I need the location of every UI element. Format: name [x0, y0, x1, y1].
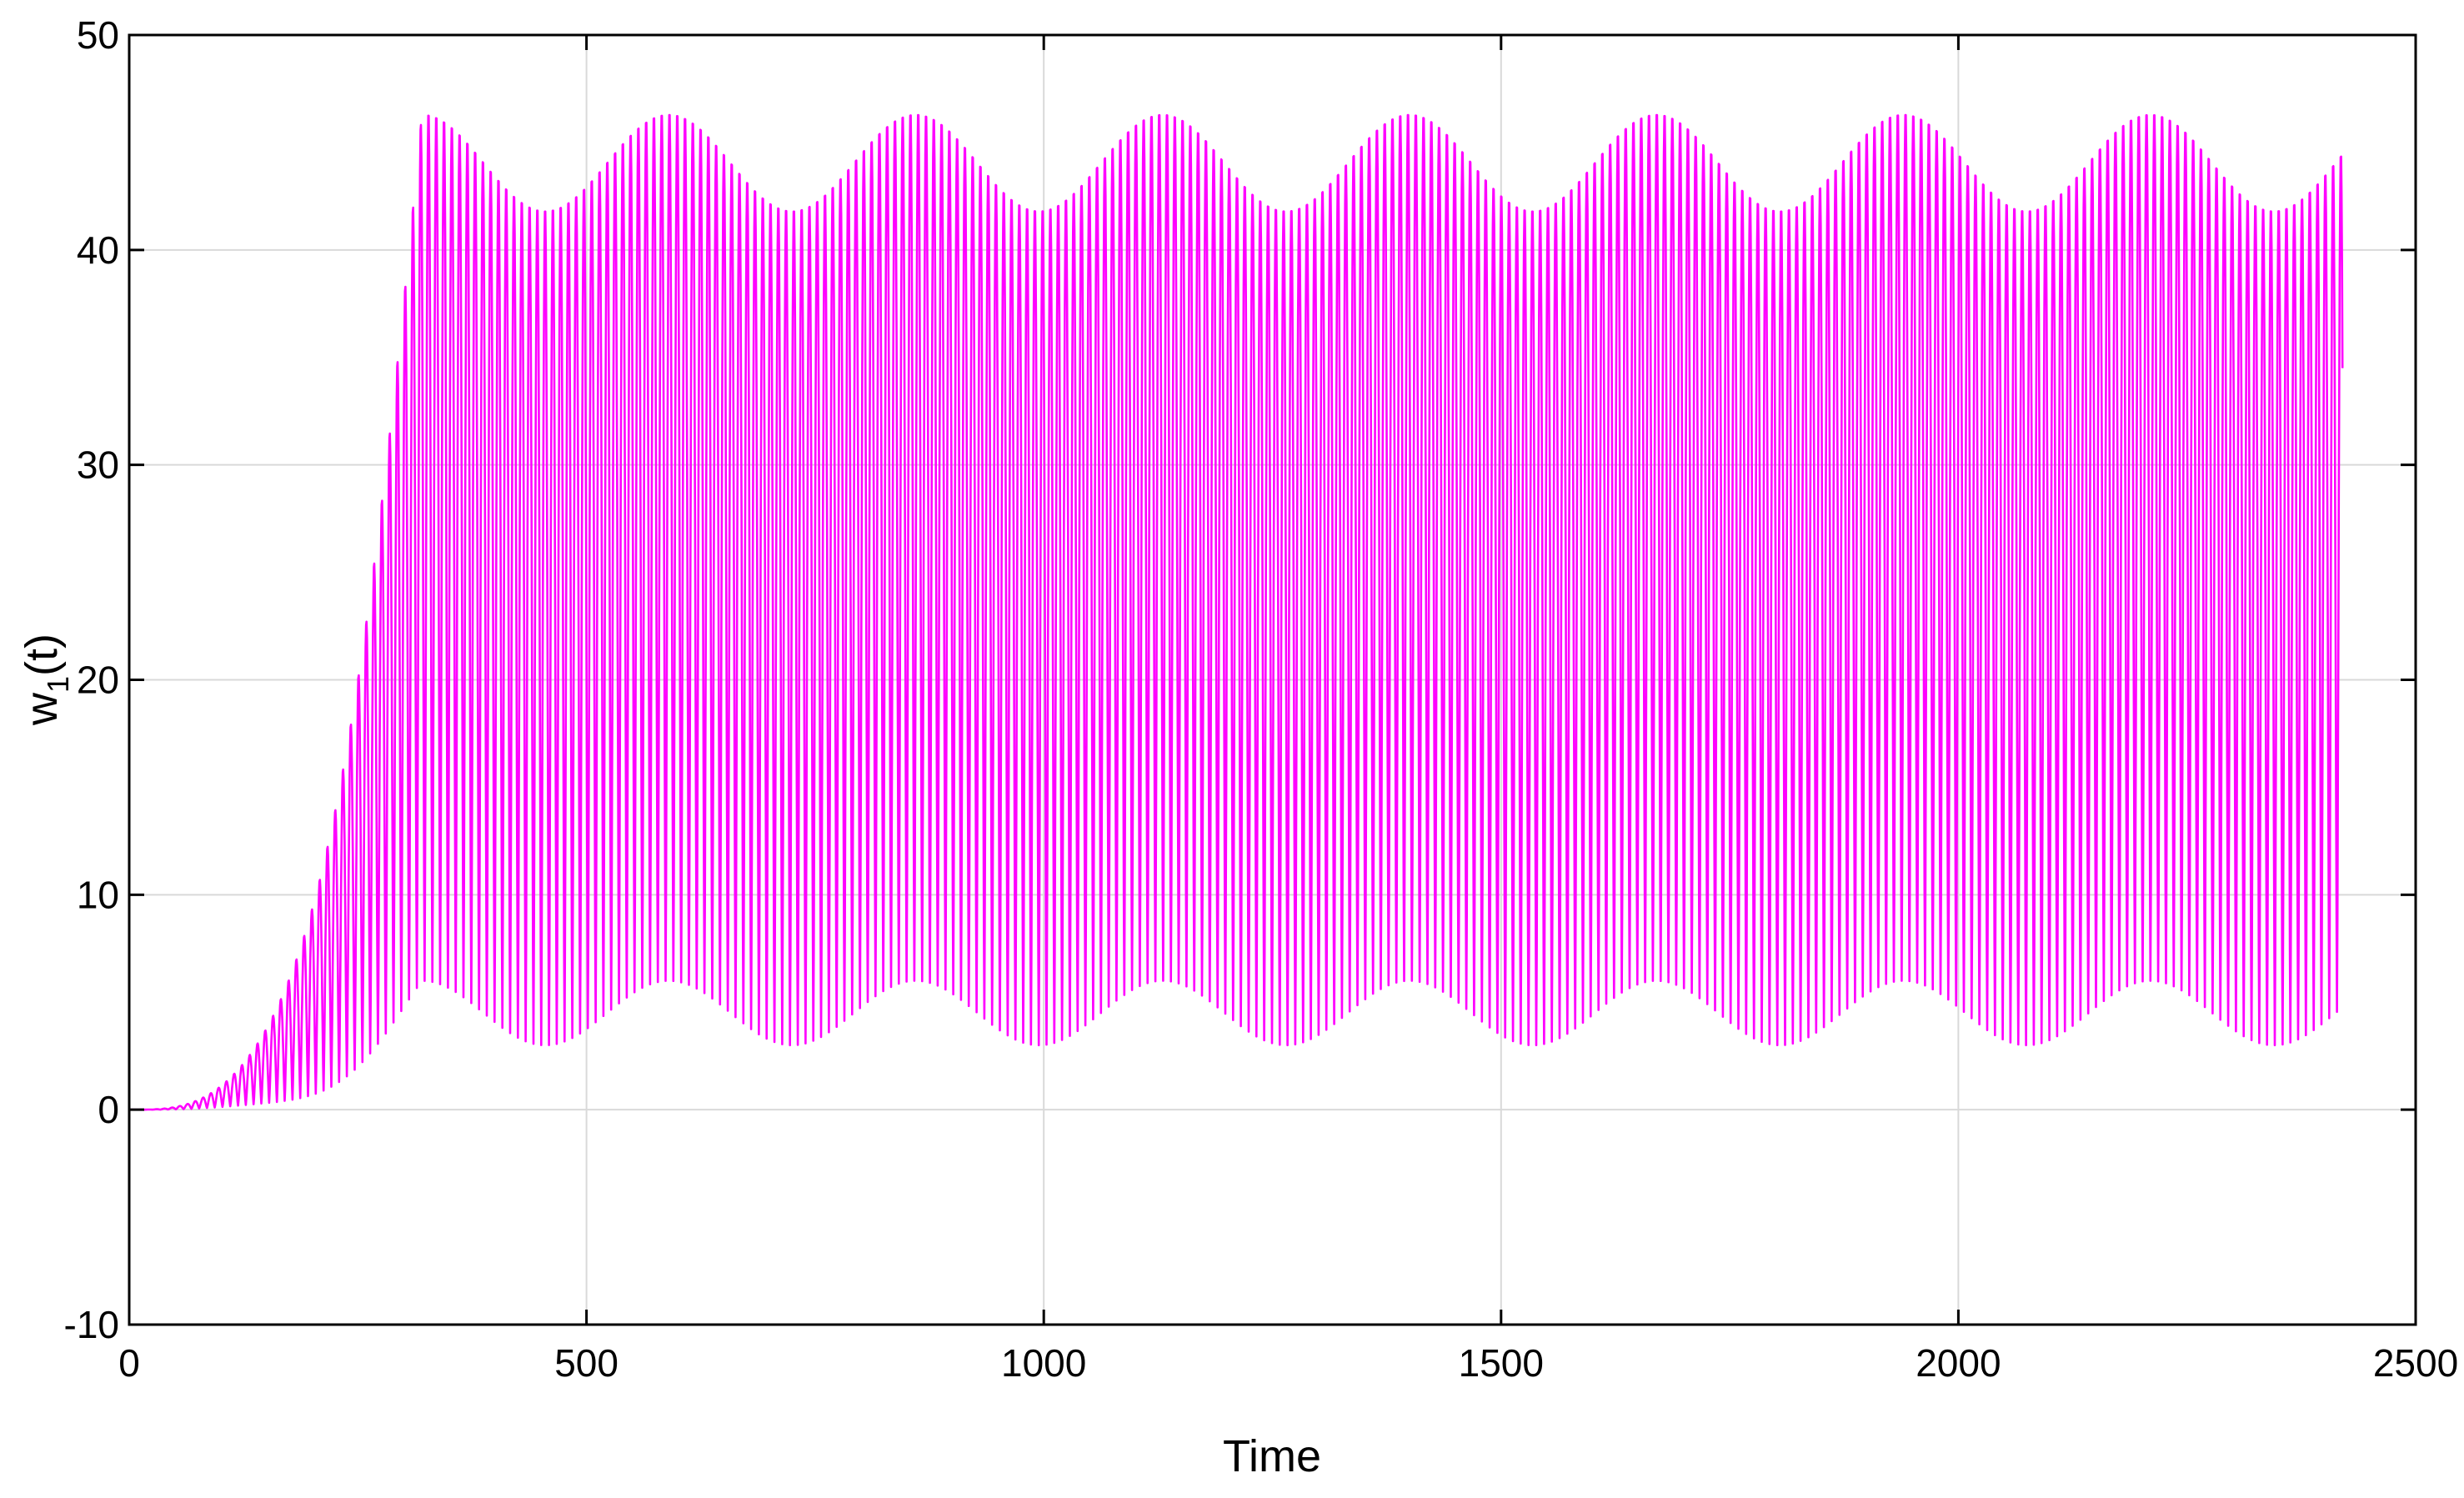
y-tick-label: -10	[64, 1303, 119, 1346]
x-tick-label: 2000	[1916, 1341, 2001, 1385]
y-axis-label-main: w	[17, 692, 67, 726]
y-tick-label: 0	[98, 1088, 119, 1131]
x-tick-label: 1500	[1459, 1341, 1544, 1385]
x-tick-label: 500	[554, 1341, 619, 1385]
y-axis-label-tail: (t)	[17, 634, 67, 676]
x-tick-label: 1000	[1001, 1341, 1086, 1385]
x-tick-label: 0	[118, 1341, 140, 1385]
x-tick-labels: 0 500 1000 1500 2000 2500	[118, 1341, 2458, 1385]
x-tick-label: 2500	[2373, 1341, 2458, 1385]
y-tick-label: 30	[77, 443, 119, 487]
series-line	[128, 113, 2344, 1111]
tick-marks	[128, 33, 2417, 1326]
y-tick-label: 40	[77, 228, 119, 272]
y-tick-label: 10	[77, 873, 119, 916]
y-tick-label: 20	[77, 659, 119, 702]
series-group	[128, 113, 2344, 1111]
x-axis-label: Time	[1223, 1431, 1321, 1481]
y-axis-label: w1(t)	[17, 634, 75, 726]
y-axis-label-subscript: 1	[41, 676, 75, 693]
y-tick-label: 50	[77, 13, 119, 57]
y-tick-labels: -10 0 10 20 30 40 50	[64, 13, 119, 1346]
